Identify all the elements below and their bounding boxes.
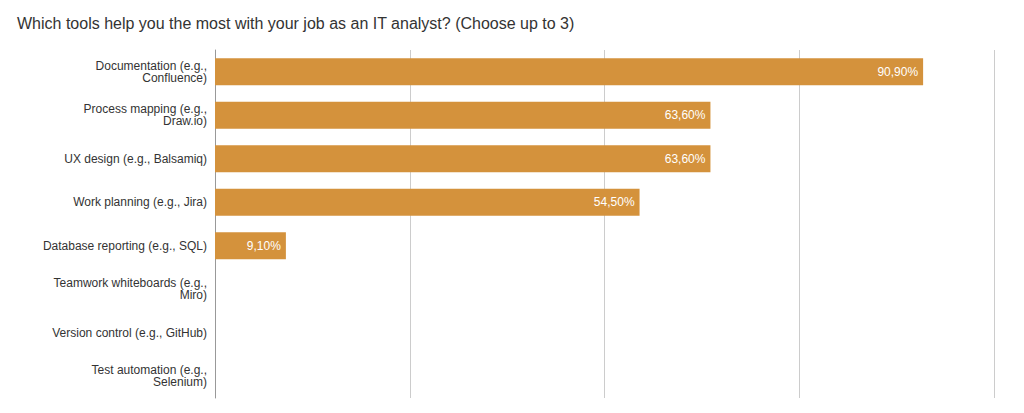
svg-text:54,50%: 54,50%: [594, 195, 635, 209]
svg-text:Version control (e.g., GitHub): Version control (e.g., GitHub): [52, 326, 207, 340]
svg-text:Teamwork whiteboards (e.g.,: Teamwork whiteboards (e.g.,: [53, 276, 207, 291]
svg-text:Draw.io): Draw.io): [163, 114, 207, 128]
svg-text:90,90%: 90,90%: [877, 65, 918, 79]
svg-text:Process mapping (e.g.,: Process mapping (e.g.,: [83, 102, 207, 117]
svg-text:UX design (e.g., Balsamiq): UX design (e.g., Balsamiq): [64, 152, 207, 166]
svg-text:Documentation (e.g.,: Documentation (e.g.,: [95, 58, 207, 73]
svg-text:Selenium): Selenium): [153, 375, 207, 389]
svg-text:Which tools help you the most: Which tools help you the most with your …: [17, 15, 574, 32]
svg-text:Test automation (e.g.,: Test automation (e.g.,: [91, 363, 207, 378]
svg-text:Work planning (e.g., Jira): Work planning (e.g., Jira): [73, 195, 207, 209]
svg-text:9,10%: 9,10%: [247, 239, 281, 253]
svg-text:Miro): Miro): [180, 288, 207, 302]
svg-text:Database reporting (e.g., SQL): Database reporting (e.g., SQL): [43, 239, 207, 253]
svg-text:63,60%: 63,60%: [665, 152, 706, 166]
svg-text:Confluence): Confluence): [142, 71, 207, 85]
svg-text:63,60%: 63,60%: [665, 108, 706, 122]
